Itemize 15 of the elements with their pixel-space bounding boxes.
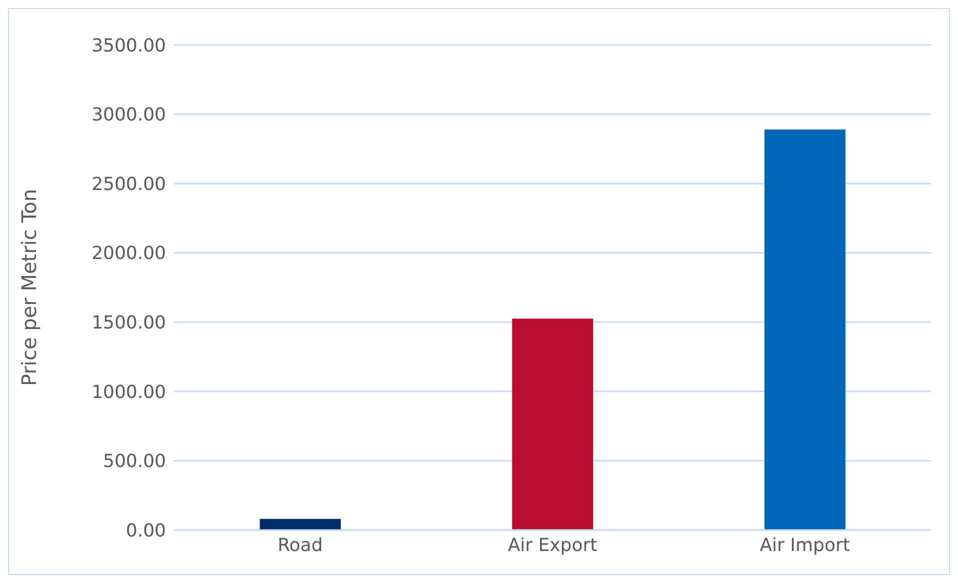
y-tick-label: 2000.00	[92, 243, 166, 264]
y-axis-title: Price per Metric Ton	[17, 189, 42, 386]
y-tick-label: 2500.00	[92, 174, 166, 195]
x-tick-label: Air Import	[760, 534, 850, 556]
bar	[260, 518, 341, 530]
y-tick-label: 1000.00	[92, 382, 166, 403]
y-tick-label: 0.00	[126, 520, 166, 542]
bar	[764, 130, 846, 530]
y-tick-label: 500.00	[103, 451, 166, 472]
y-tick-label: 3500.00	[92, 35, 166, 56]
y-tick-label: 3000.00	[92, 104, 166, 126]
bar	[512, 318, 594, 530]
y-tick-label: 1500.00	[92, 312, 166, 334]
x-tick-label: Road	[278, 534, 323, 556]
x-tick-label: Air Export	[508, 534, 598, 556]
